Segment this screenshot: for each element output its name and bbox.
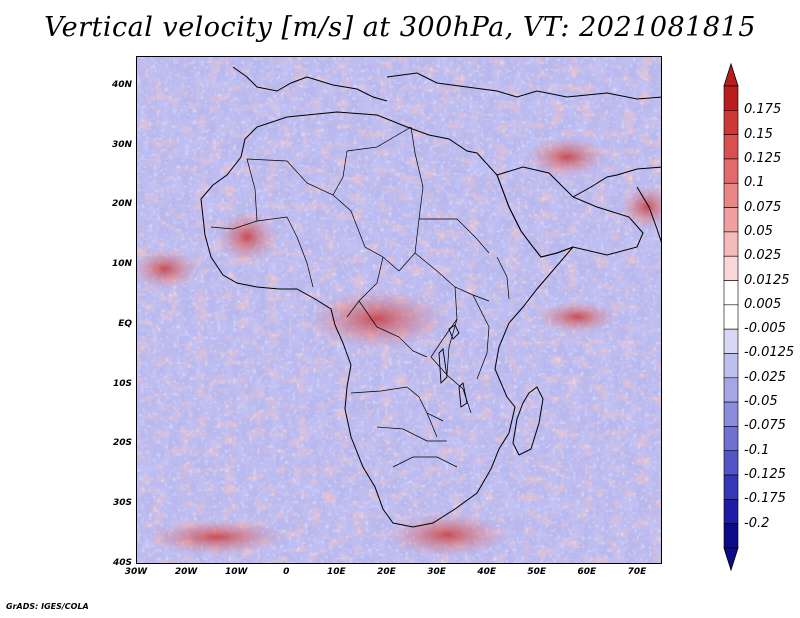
colorbar-level-label: -0.1 (744, 442, 770, 458)
colorbar-bin (723, 523, 739, 549)
lon-tick-label: 20E (377, 567, 396, 577)
colorbar-level-label: 0.05 (744, 223, 773, 239)
colorbar-bin (723, 110, 739, 135)
colorbar-bin (723, 207, 739, 233)
colorbar-bin (723, 401, 739, 427)
lat-tick-label: 10S (112, 378, 132, 389)
colorbar-level-label: 0.15 (744, 126, 773, 142)
colorbar-level-label: 0.175 (744, 102, 782, 118)
colorbar-level-label: 0.075 (744, 199, 782, 215)
lat-tick-label: 30S (112, 498, 132, 509)
country-borders (210, 126, 510, 468)
colorbar-bin (723, 182, 739, 208)
colorbar-level-label: -0.075 (744, 418, 786, 434)
colorbar-bin (723, 426, 739, 452)
lat-tick-label: EQ (118, 318, 132, 329)
lon-tick-label: 0 (283, 567, 290, 577)
colorbar-level-label: -0.175 (744, 491, 786, 507)
colorbar-level-label: 0.025 (744, 248, 782, 264)
lon-tick-label: 20W (174, 567, 198, 577)
colorbar-level-label: -0.125 (744, 467, 786, 483)
colorbar-bin (723, 377, 739, 403)
lat-tick-label: 40S (112, 558, 132, 568)
map-panel (136, 56, 662, 564)
lon-tick-label: 10E (327, 567, 346, 577)
coastline-outline (200, 66, 661, 528)
map-title: Vertical velocity [m/s] at 300hPa, VT: 2… (44, 12, 756, 43)
vertical-velocity-field-map (137, 57, 661, 563)
updraft-hotspots (137, 137, 661, 557)
colorbar-bottom-arrow (723, 547, 739, 572)
colorbar-level-label: 0.0125 (744, 272, 790, 288)
colorbar-level-label: -0.2 (744, 515, 770, 531)
colorbar-bin (723, 450, 739, 476)
colorbar-level-label: -0.0125 (744, 345, 795, 361)
lon-tick-label: 30E (427, 567, 446, 577)
colorbar-top-arrow (723, 62, 739, 87)
lat-tick-label: 30N (111, 139, 132, 150)
colorbar-bin (723, 304, 739, 330)
lon-tick-label: 40E (477, 567, 496, 577)
colorbar-bin (723, 328, 739, 354)
lat-tick-label: 20S (112, 438, 132, 449)
colorbar-bin (723, 499, 739, 524)
colorbar-bin (723, 353, 739, 379)
colorbar-bin (723, 134, 739, 160)
lon-tick-label: 50E (527, 567, 547, 577)
lat-tick-label: 20N (111, 199, 132, 210)
colorbar-level-label: 0.1 (744, 175, 765, 191)
colorbar-bin (723, 85, 739, 111)
colorbar-level-label: 0.005 (744, 296, 782, 312)
lon-tick-label: 60E (577, 567, 597, 577)
colorbar-bin (723, 158, 739, 184)
colorbar-level-label: -0.05 (744, 394, 778, 410)
colorbar-level-label: -0.005 (744, 321, 786, 337)
colorbar-bin (723, 280, 739, 306)
lake-outlines (438, 324, 468, 408)
colorbar-level-label: 0.125 (744, 150, 782, 166)
lon-tick-label: 10W (224, 567, 248, 577)
colorbar-level-label: -0.025 (744, 369, 786, 385)
colorbar-bin (723, 255, 739, 281)
lon-tick-label: 30W (124, 567, 148, 577)
lat-tick-label: 40N (111, 79, 132, 90)
lat-tick-label: 10N (111, 259, 132, 270)
grads-credit: GrADS: IGES/COLA (6, 602, 89, 611)
colorbar-bin (723, 231, 739, 257)
colorbar-bin (723, 474, 739, 500)
lon-tick-label: 70E (627, 567, 647, 577)
